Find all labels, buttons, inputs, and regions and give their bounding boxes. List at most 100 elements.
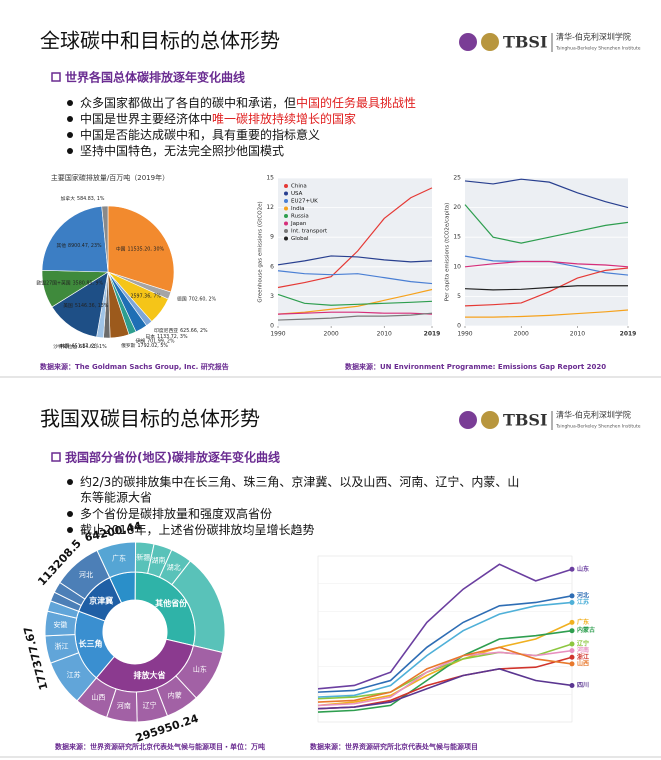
slice-value: 1792.02, 5% <box>137 342 168 348</box>
slice-category: 印度尼西亚 <box>154 326 178 333</box>
bullet-text: 多个省份是碳排放量和强度双高省份 <box>80 506 272 521</box>
inner-label: 长三角 <box>79 638 103 648</box>
slice-label: 加拿大 584.83, 1% <box>61 195 105 202</box>
slice-label: 日本 1133.72, 3% <box>145 332 188 339</box>
slice-label: 伊朗 701.99, 2% <box>135 337 174 344</box>
legend-swatch <box>284 236 288 241</box>
slice-value: 3580.85, 9% <box>73 280 104 286</box>
logo-emblem <box>459 33 477 51</box>
logo-cn: 清华-伯克利深圳学院 <box>556 32 631 42</box>
pie-slice <box>41 205 109 273</box>
subtitle: 世界各国总体碳排放逐年变化曲线 <box>65 70 245 85</box>
series-line <box>464 267 629 307</box>
logo-emblem <box>481 411 499 429</box>
plot-area <box>278 178 432 326</box>
bullet-text: 中国是世界主要经济体中唯一碳排放持续增长的国家 <box>80 111 356 126</box>
end-marker <box>569 661 575 667</box>
outer-label: 湖北 <box>167 563 181 572</box>
bullet-text: 截止2018年，上述省份碳排放均呈增长趋势 <box>80 522 315 537</box>
legend-swatch <box>284 184 288 188</box>
series-line <box>464 204 629 244</box>
slice-value: 625.66, 2% <box>180 327 208 333</box>
outer-label: 内蒙 <box>168 691 182 700</box>
end-marker <box>569 654 575 660</box>
series-line <box>277 270 433 285</box>
slice-label: 其他 8900.47, 23% <box>56 241 102 248</box>
outer-label: 湖南 <box>151 556 165 565</box>
legend-swatch <box>284 229 288 233</box>
slice-label: 韩国 651.87, 2% <box>60 342 99 349</box>
subtitle: 我国部分省份(地区)碳排放逐年变化曲线 <box>65 450 280 465</box>
slice-category: 其他 <box>56 241 66 248</box>
y-tick-label: 10 <box>453 263 461 270</box>
end-marker <box>569 682 575 688</box>
bullet-segment: 多个省份是碳排放量和强度双高省份 <box>80 506 272 521</box>
slice-value: 5146.36, 13% <box>75 302 109 308</box>
outer-label: 山东 <box>193 665 207 674</box>
inner-label: 京津冀 <box>89 595 113 605</box>
bullet-segment: 坚持中国特色，无法完全照抄他国模式 <box>80 143 284 158</box>
slice-value: 584.83, 1% <box>77 196 105 202</box>
slice-label: 沙特阿拉伯 614.61, 1% <box>53 342 107 349</box>
bullet-dot <box>67 511 73 517</box>
series-line <box>277 288 433 315</box>
end-label: 内蒙古 <box>577 626 595 634</box>
slice-category: 韩国 <box>60 342 70 349</box>
slice-value: 614.61, 1% <box>79 343 107 349</box>
slice-label: 德国 702.60, 2% <box>177 295 216 302</box>
logo-name: TBSI <box>503 411 547 430</box>
legend-label: Int. transport <box>291 229 328 235</box>
outer-label: 安徽 <box>53 620 67 629</box>
slice-value: 1133.72, 3% <box>157 333 188 339</box>
y-tick-label: 6 <box>270 263 274 270</box>
bullet-segment: 众多国家都做出了各自的碳中和承诺，但 <box>80 95 296 110</box>
bullet-highlight: 唯一碳排放持续增长的国家 <box>212 111 356 126</box>
series-line <box>277 312 433 321</box>
slice-label: 欧盟27国+英国 3580.85, 9% <box>36 279 103 286</box>
legend-label: Russia <box>291 214 309 220</box>
slice-value: 702.60, 2% <box>189 296 217 302</box>
y-tick-label: 20 <box>453 204 461 211</box>
outer-label: 江苏 <box>67 670 81 679</box>
end-marker <box>569 599 575 605</box>
slice-value: 701.99, 2% <box>147 338 175 344</box>
slice-value: 11535.20, 30% <box>127 246 164 252</box>
outer-ring-segment <box>59 549 111 600</box>
y-tick-label: 12 <box>266 204 274 211</box>
y-tick-label: 5 <box>457 293 461 300</box>
pie-slice <box>101 205 109 273</box>
series-line <box>277 293 433 306</box>
series-line <box>317 668 573 710</box>
x-tick-label: 2010 <box>570 331 585 338</box>
y-tick-label: 3 <box>270 293 274 300</box>
y-tick-label: 15 <box>266 175 274 182</box>
series-line <box>277 311 433 315</box>
slice-category: 日本 <box>145 332 155 339</box>
x-tick-label: 1990 <box>270 331 285 338</box>
bullet-segment: 中国是世界主要经济体中 <box>80 111 212 126</box>
series-line <box>464 260 629 268</box>
pie-title: 主要国家碳排放量/百万吨（2019年） <box>51 173 169 182</box>
inner-label: 其他省份 <box>155 598 188 608</box>
logo-cn: 清华-伯克利深圳学院 <box>556 410 631 420</box>
bullet-dot <box>67 479 73 485</box>
bullet-segment: 约2/3的碳排放集中在长三角、珠三角、京津冀、以及山西、河南、辽宁、内蒙、山 <box>80 474 519 489</box>
end-marker <box>569 619 575 625</box>
end-marker <box>569 648 575 654</box>
end-label: 山东 <box>577 565 589 573</box>
source: 数据来源：UN Environment Programme: Emissions… <box>345 362 606 371</box>
bullet-dot <box>67 116 73 122</box>
slice-value: 8900.47, 23% <box>68 242 102 248</box>
slice-category: 伊朗 <box>135 337 145 344</box>
legend-label: Japan <box>290 221 307 227</box>
logo-emblem <box>481 33 499 51</box>
bullet-segment: 截止2018年，上述省份碳排放均呈增长趋势 <box>80 522 315 537</box>
slide-title: 我国双碳目标的总体形势 <box>40 407 260 431</box>
end-marker <box>569 566 575 572</box>
x-tick-label: 1990 <box>457 331 472 338</box>
slice-category: 俄罗斯 <box>121 341 136 348</box>
logo-name: TBSI <box>503 33 547 52</box>
legend-label: USA <box>291 191 303 197</box>
series-line <box>465 309 629 318</box>
